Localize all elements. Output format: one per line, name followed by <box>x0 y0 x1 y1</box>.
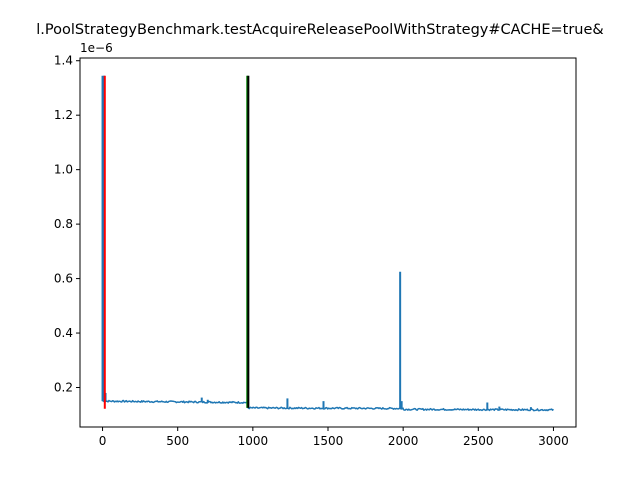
x-tick-label: 1500 <box>313 434 344 448</box>
y-tick-label: 1.0 <box>54 163 73 177</box>
y-tick-label: 0.6 <box>54 272 73 286</box>
y-tick-label: 0.2 <box>54 381 73 395</box>
y-tick-label: 1.4 <box>54 54 73 68</box>
x-tick-label: 500 <box>166 434 189 448</box>
x-tick-label: 2000 <box>388 434 419 448</box>
series-line <box>102 399 554 412</box>
x-tick-label: 3000 <box>538 434 569 448</box>
y-tick-label: 0.8 <box>54 217 73 231</box>
x-tick-label: 1000 <box>238 434 269 448</box>
x-axis: 0 500 1000 1500 2000 2500 3000 <box>99 427 569 448</box>
y-axis-offset-label: 1e−6 <box>80 41 113 55</box>
chart-title: l.PoolStrategyBenchmark.testAcquireRelea… <box>36 22 603 38</box>
y-axis: 0.2 0.4 0.6 0.8 1.0 1.2 1.4 <box>54 54 80 395</box>
x-tick-label: 0 <box>99 434 107 448</box>
y-tick-label: 1.2 <box>54 108 73 122</box>
axes-frame <box>79 57 577 428</box>
plot-content <box>101 75 554 412</box>
x-tick-label: 2500 <box>463 434 494 448</box>
y-tick-label: 0.4 <box>54 326 73 340</box>
